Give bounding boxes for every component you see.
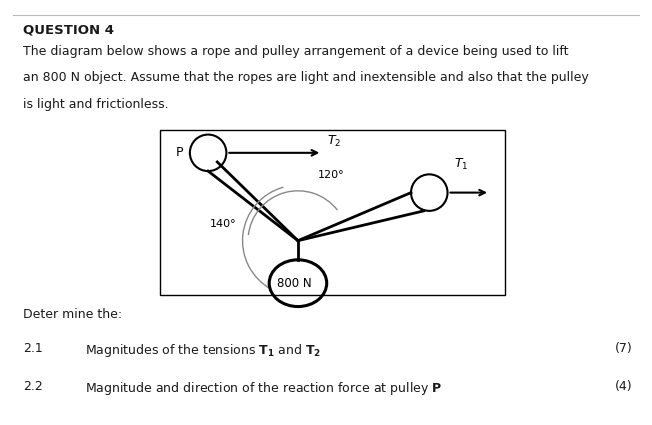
Text: 120°: 120°	[318, 170, 344, 180]
Text: (4): (4)	[615, 380, 632, 394]
Text: is light and frictionless.: is light and frictionless.	[23, 98, 168, 111]
Text: Deter mine the:: Deter mine the:	[23, 308, 122, 321]
Text: 800 N: 800 N	[277, 277, 312, 290]
Text: 2.2: 2.2	[23, 380, 42, 394]
Text: The diagram below shows a rope and pulley arrangement of a device being used to : The diagram below shows a rope and pulle…	[23, 45, 569, 58]
Text: $T_1$: $T_1$	[454, 157, 468, 172]
Text: QUESTION 4: QUESTION 4	[23, 23, 114, 37]
Text: (7): (7)	[615, 342, 632, 355]
Bar	[160, 130, 505, 295]
Text: P: P	[176, 146, 183, 159]
Text: $T_2$: $T_2$	[327, 134, 342, 150]
Text: 2.1: 2.1	[23, 342, 42, 355]
Text: Magnitude and direction of the reaction force at pulley $\mathbf{P}$: Magnitude and direction of the reaction …	[85, 380, 442, 397]
Text: Magnitudes of the tensions $\mathbf{T_1}$ and $\mathbf{T_2}$: Magnitudes of the tensions $\mathbf{T_1}…	[85, 342, 321, 359]
Text: an 800 N object. Assume that the ropes are light and inextensible and also that : an 800 N object. Assume that the ropes a…	[23, 71, 589, 85]
Text: 140°: 140°	[209, 219, 236, 229]
